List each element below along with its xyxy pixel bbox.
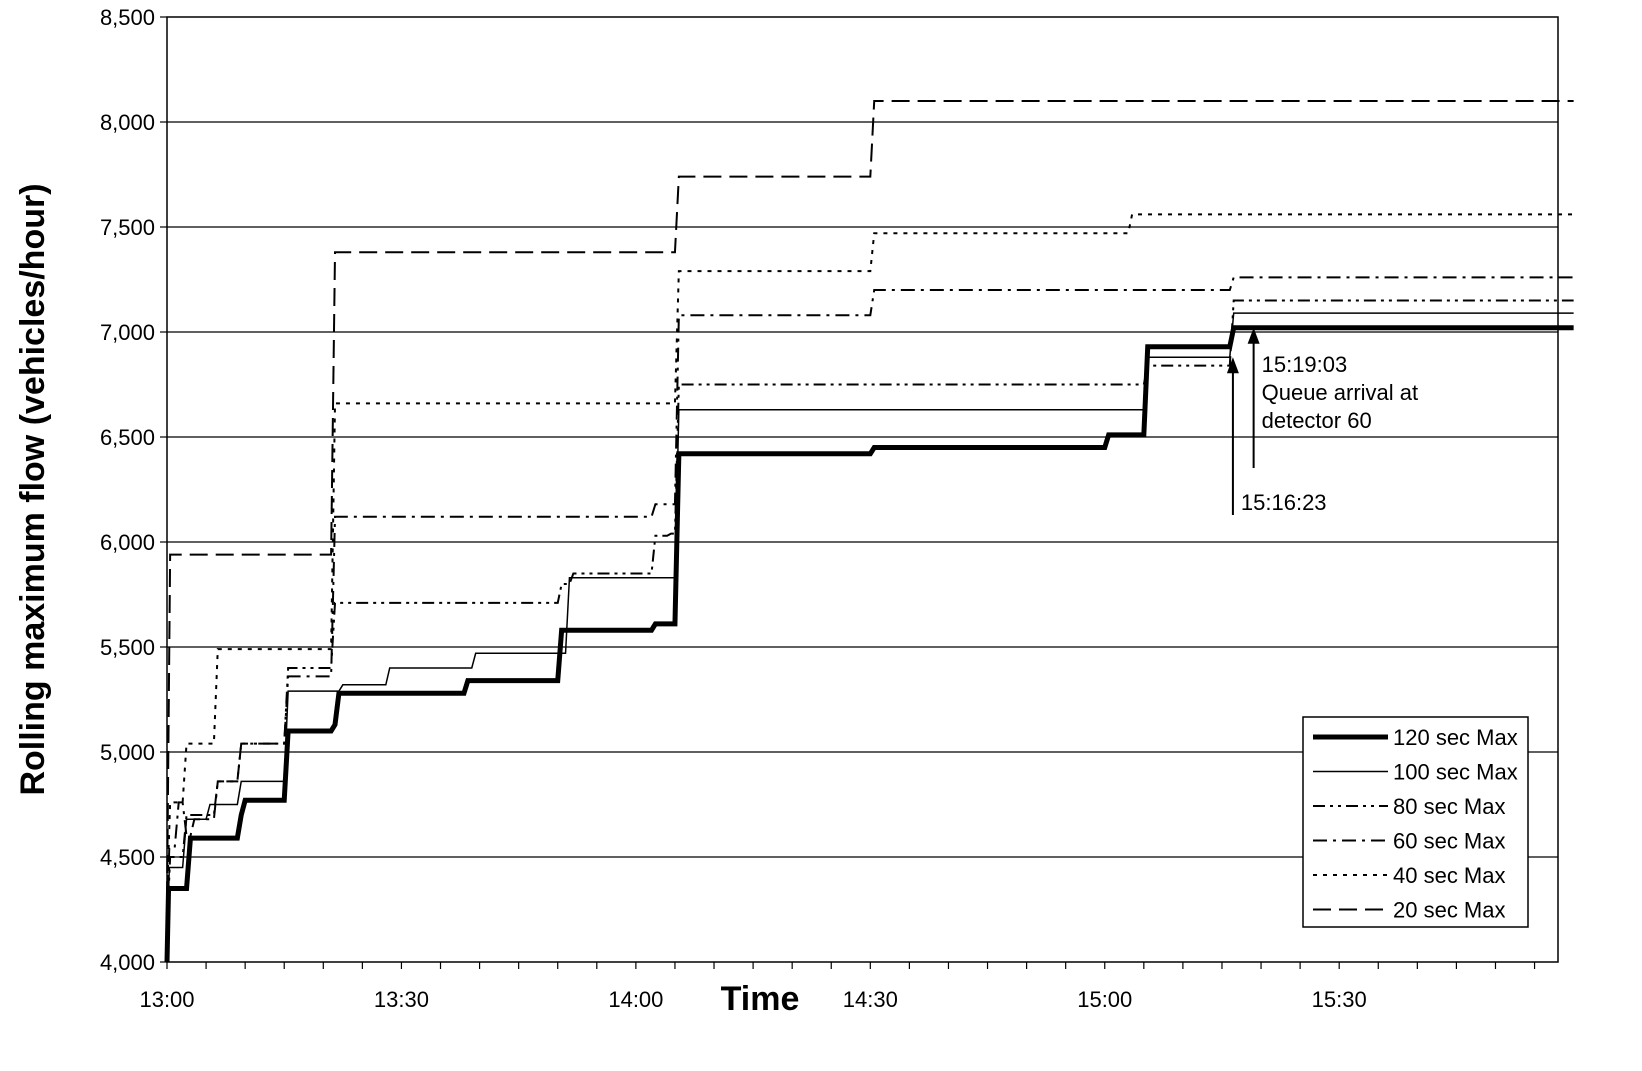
y-tick-label: 6,000 [100,530,155,555]
annotation-label-queue-arrival: detector 60 [1262,408,1372,433]
legend-label: 80 sec Max [1393,794,1506,819]
legend-box [1302,716,1529,928]
y-tick-label: 7,000 [100,320,155,345]
y-tick-label: 4,000 [100,950,155,975]
annotation-label-queue-arrival: Queue arrival at [1262,380,1419,405]
y-tick-label: 8,000 [100,110,155,135]
x-tick-label: 14:30 [843,987,898,1012]
legend-label: 40 sec Max [1393,863,1506,888]
x-tick-label: 14:00 [608,987,663,1012]
y-tick-label: 4,500 [100,845,155,870]
x-tick-label: 15:30 [1312,987,1367,1012]
series-line-40-sec-max [166,213,1574,900]
x-tick-label: 15:00 [1077,987,1132,1012]
x-axis-title: Time [721,980,800,1018]
legend-label: 60 sec Max [1393,829,1506,854]
x-tick-label: 13:30 [374,987,429,1012]
legend-label: 120 sec Max [1393,725,1518,750]
legend-label: 100 sec Max [1393,760,1518,785]
x-tick-label: 13:00 [139,987,194,1012]
annotation-label-queue-arrival: 15:19:03 [1262,352,1348,377]
y-axis-title: Rolling maximum flow (vehicles/hour) [14,183,52,795]
annotation-label-15-16-23: 15:16:23 [1241,490,1327,515]
series-line-20-sec-max [166,100,1574,900]
plot-area-border [166,16,1559,963]
y-tick-label: 8,500 [100,5,155,30]
y-tick-label: 5,000 [100,740,155,765]
y-tick-label: 5,500 [100,635,155,660]
y-tick-label: 6,500 [100,425,155,450]
annotation-arrowhead [1247,327,1260,344]
y-tick-label: 7,500 [100,215,155,240]
annotation-arrowhead [1226,357,1239,374]
series-line-120-sec-max [164,325,1574,963]
legend-label: 20 sec Max [1393,898,1506,923]
